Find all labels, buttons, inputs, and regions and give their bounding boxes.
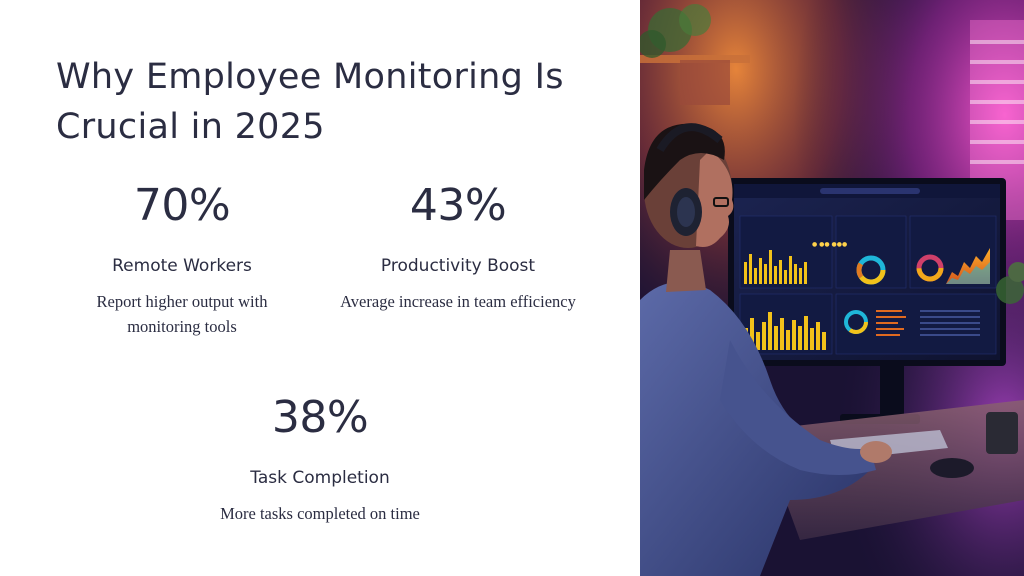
stat-value: 43% <box>409 180 507 231</box>
stat-label: Productivity Boost <box>380 256 536 276</box>
content-panel: Why Employee Monitoring Is Crucial in 20… <box>56 57 576 526</box>
slide-title: Why Employee Monitoring Is Crucial in 20… <box>56 57 564 147</box>
stat-value: 38% <box>271 392 369 443</box>
stat-description: More tasks completed on time <box>220 504 420 523</box>
stat-task-completion: 38% Task Completion More tasks completed… <box>190 392 450 526</box>
desk-plant <box>996 262 1024 304</box>
shelf-plant <box>640 4 750 105</box>
stat-label: Remote Workers <box>112 256 252 276</box>
svg-text:● ●● ●●●: ● ●● ●●● <box>812 241 847 248</box>
photo-illustration: ● ●● ●●● <box>640 0 1024 576</box>
stat-remote-workers: 70% Remote Workers Report higher output … <box>62 180 302 339</box>
stat-description: Average increase in team efficiency <box>340 292 576 311</box>
stat-productivity-boost: 43% Productivity Boost Average increase … <box>340 180 576 314</box>
stat-description: Report higher output with monitoring too… <box>96 292 268 336</box>
stat-label: Task Completion <box>250 468 390 488</box>
hero-photo: ● ●● ●●● <box>640 0 1024 576</box>
stat-value: 70% <box>133 180 231 231</box>
monitor: ● ●● ●●● <box>728 178 1006 424</box>
person <box>640 123 892 576</box>
